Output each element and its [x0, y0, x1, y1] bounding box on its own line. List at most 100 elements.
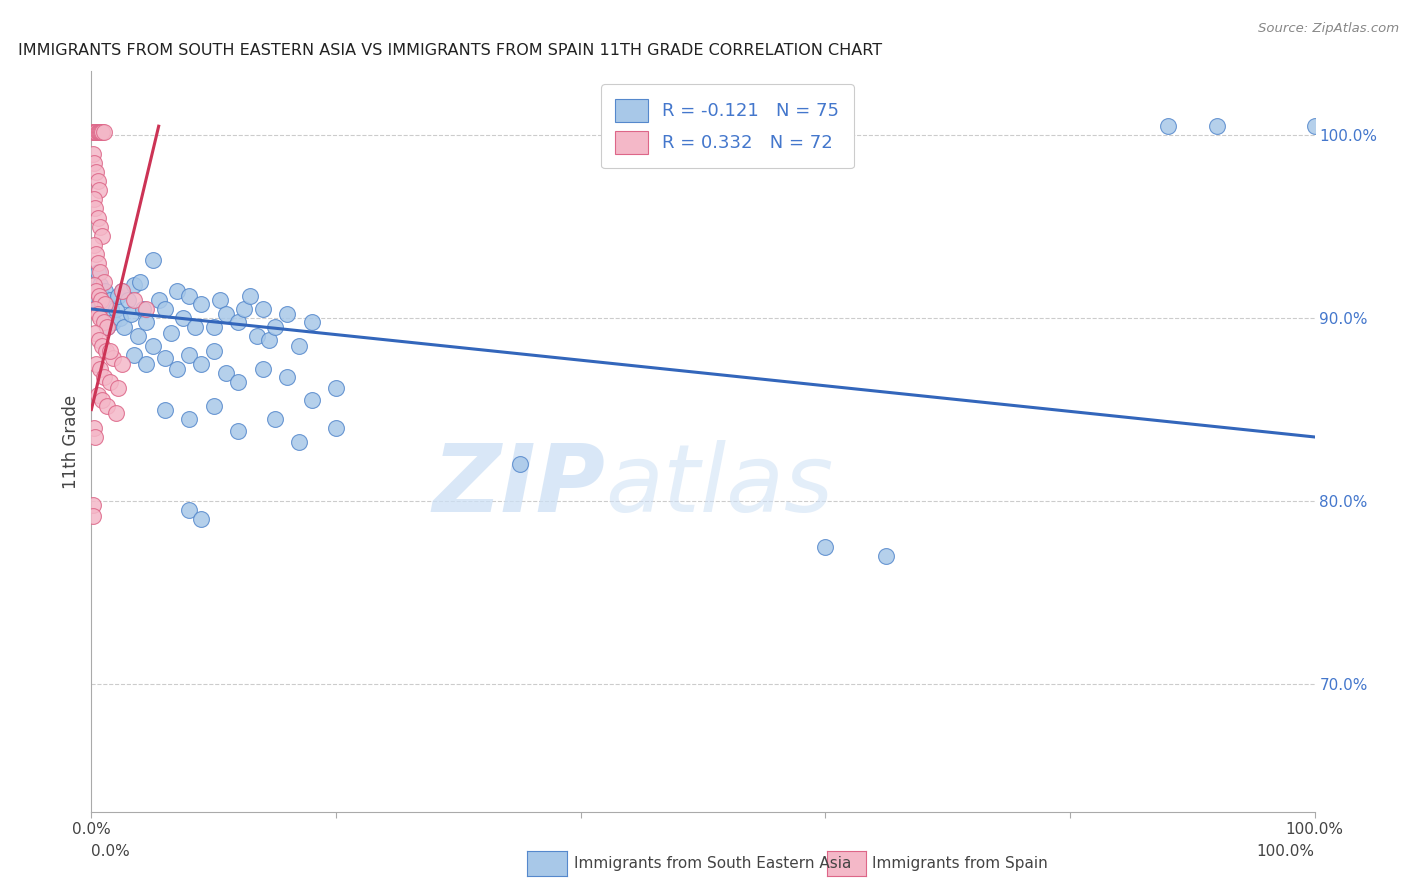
- Point: [96, 320, 118, 334]
- Point: [166, 362, 188, 376]
- Text: IMMIGRANTS FROM SOUTH EASTERN ASIA VS IMMIGRANTS FROM SPAIN 11TH GRADE CORRELATI: IMMIGRANTS FROM SOUTH EASTERN ASIA VS IM…: [18, 43, 882, 58]
- Point: [98, 344, 121, 359]
- Point: [89, 219, 111, 234]
- Point: [93, 315, 115, 329]
- Point: [276, 308, 298, 322]
- Point: [86, 211, 108, 225]
- Point: [84, 202, 107, 216]
- Point: [89, 183, 111, 197]
- Point: [91, 289, 114, 303]
- Point: [325, 421, 347, 435]
- Point: [288, 435, 311, 450]
- Point: [252, 301, 274, 316]
- Point: [87, 333, 110, 347]
- Point: [84, 284, 107, 298]
- Point: [94, 296, 117, 310]
- Point: [91, 393, 114, 408]
- Point: [245, 329, 267, 343]
- Point: [190, 296, 212, 310]
- Point: [226, 375, 249, 389]
- Point: [84, 301, 107, 316]
- Point: [179, 289, 201, 303]
- Point: [82, 125, 104, 139]
- Point: [202, 320, 225, 334]
- Point: [86, 125, 108, 139]
- Point: [93, 369, 115, 384]
- Point: [148, 293, 170, 307]
- Point: [160, 326, 183, 340]
- Point: [82, 146, 104, 161]
- Point: [93, 125, 115, 139]
- Legend: R = -0.121   N = 75, R = 0.332   N = 72: R = -0.121 N = 75, R = 0.332 N = 72: [600, 84, 853, 169]
- Point: [90, 301, 112, 316]
- Point: [233, 301, 256, 316]
- Point: [94, 296, 117, 310]
- Text: Immigrants from Spain: Immigrants from Spain: [872, 856, 1047, 871]
- Point: [84, 357, 107, 371]
- Point: [202, 344, 225, 359]
- Point: [264, 411, 287, 425]
- Point: [208, 293, 231, 307]
- Point: [89, 125, 111, 139]
- Point: [166, 284, 188, 298]
- Point: [84, 284, 107, 298]
- Text: Immigrants from South Eastern Asia: Immigrants from South Eastern Asia: [574, 856, 851, 871]
- Point: [179, 348, 201, 362]
- Point: [1205, 119, 1227, 133]
- Point: [91, 228, 114, 243]
- Point: [111, 357, 134, 371]
- Point: [94, 284, 117, 298]
- Point: [325, 381, 347, 395]
- Text: Source: ZipAtlas.com: Source: ZipAtlas.com: [1258, 22, 1399, 36]
- Point: [83, 125, 105, 139]
- Point: [91, 125, 114, 139]
- Point: [122, 348, 145, 362]
- Point: [179, 503, 201, 517]
- Point: [172, 311, 194, 326]
- Point: [93, 311, 115, 326]
- Point: [108, 311, 131, 326]
- Point: [107, 289, 129, 303]
- Point: [111, 284, 134, 298]
- Point: [83, 421, 105, 435]
- Point: [190, 512, 212, 526]
- Point: [120, 308, 142, 322]
- Point: [141, 252, 163, 267]
- Point: [202, 399, 225, 413]
- Point: [215, 366, 238, 380]
- Point: [132, 301, 155, 316]
- Point: [153, 301, 176, 316]
- Point: [179, 411, 201, 425]
- Point: [252, 362, 274, 376]
- Point: [153, 402, 176, 417]
- Point: [226, 315, 249, 329]
- Point: [98, 375, 121, 389]
- Point: [239, 289, 262, 303]
- Point: [83, 238, 105, 252]
- Point: [301, 393, 323, 408]
- Point: [89, 265, 111, 279]
- Point: [1157, 119, 1180, 133]
- Point: [83, 192, 105, 206]
- Point: [135, 357, 157, 371]
- Point: [86, 256, 108, 270]
- Point: [875, 549, 898, 563]
- Point: [129, 275, 152, 289]
- Point: [87, 125, 110, 139]
- Point: [83, 155, 105, 169]
- Point: [91, 338, 114, 352]
- Point: [82, 498, 104, 512]
- Text: 100.0%: 100.0%: [1257, 845, 1315, 859]
- Point: [104, 406, 127, 420]
- Point: [814, 540, 837, 554]
- Point: [288, 338, 311, 352]
- Point: [84, 125, 107, 139]
- Point: [122, 278, 145, 293]
- Point: [153, 351, 176, 366]
- Point: [190, 357, 212, 371]
- Point: [226, 425, 249, 439]
- Point: [122, 293, 145, 307]
- Point: [264, 320, 287, 334]
- Point: [103, 315, 125, 329]
- Point: [1303, 119, 1326, 133]
